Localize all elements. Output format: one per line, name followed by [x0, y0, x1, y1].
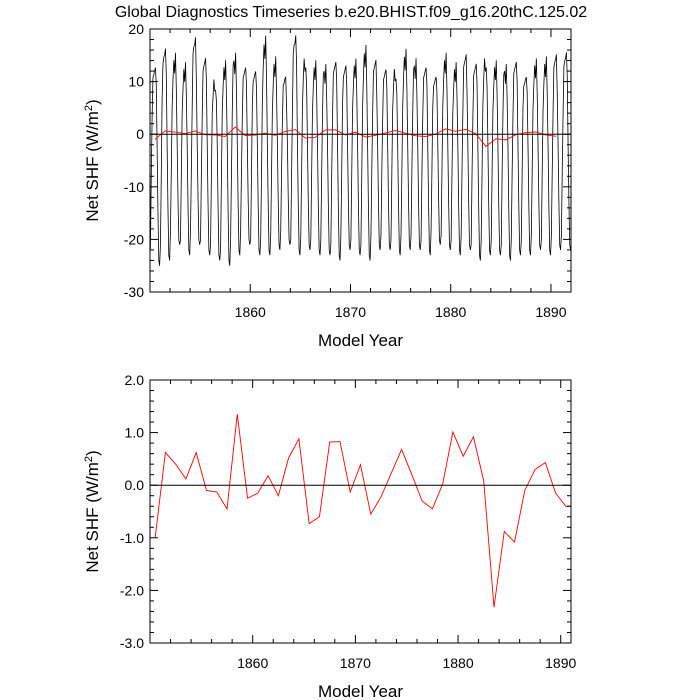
annual-mean-series-line — [154, 126, 557, 148]
x-tick-label: 1860 — [235, 304, 266, 320]
y-tick-label: -20 — [124, 231, 144, 247]
bottom-annual-panel: -3.0 -2.0 -1.0 0.0 1.0 2.0 1860 1870 1880 1890 Mod… — [83, 372, 577, 700]
y-axis-title: Net SHF (W/m2) — [83, 99, 102, 221]
y-tick-label: 2.0 — [125, 372, 145, 388]
y-tick-label: -3.0 — [120, 635, 144, 651]
plot-frame — [149, 379, 572, 644]
top-timeseries-panel: -30 -20 -10 0 10 20 1860 1870 1880 1890 Model Year… — [83, 21, 572, 350]
x-axis-title: Model Year — [318, 331, 403, 350]
y-tick-label: -2.0 — [120, 582, 144, 598]
x-tick-label: 1870 — [335, 304, 366, 320]
annual-mean-series-line — [154, 414, 571, 608]
y-tick-label: -10 — [124, 179, 144, 195]
y-axis-title-main: Net SHF (W/m — [83, 462, 102, 573]
x-tick-label: 1870 — [340, 655, 371, 671]
y-tick-label: 10 — [128, 74, 144, 90]
y-axis-title-superscript: 2 — [83, 105, 95, 111]
x-tick-label: 1880 — [442, 655, 473, 671]
y-axis-title-superscript: 2 — [83, 456, 95, 462]
series-group — [150, 35, 571, 266]
x-tick-label: 1860 — [237, 655, 268, 671]
series-group — [154, 414, 571, 608]
x-tick-label: 1890 — [545, 655, 576, 671]
y-axis-title: Net SHF (W/m2) — [83, 450, 102, 572]
y-tick-label: 20 — [128, 21, 144, 37]
x-tick-label: 1890 — [535, 304, 566, 320]
y-tick-label: 1.0 — [125, 425, 145, 441]
plot-frame — [149, 28, 572, 293]
y-axis-title-main: Net SHF (W/m — [83, 111, 102, 222]
y-tick-label: 0.0 — [125, 477, 145, 493]
y-axis-title-end: ) — [83, 99, 102, 105]
y-tick-label: -1.0 — [120, 530, 144, 546]
chart-title: Global Diagnostics Timeseries b.e20.BHIS… — [115, 4, 587, 21]
monthly-series-line — [150, 35, 571, 266]
y-tick-label: -30 — [124, 284, 144, 300]
x-tick-label: 1880 — [435, 304, 466, 320]
x-axis-title: Model Year — [318, 682, 403, 700]
y-tick-label: 0 — [136, 126, 144, 142]
y-axis-title-end: ) — [83, 450, 102, 456]
